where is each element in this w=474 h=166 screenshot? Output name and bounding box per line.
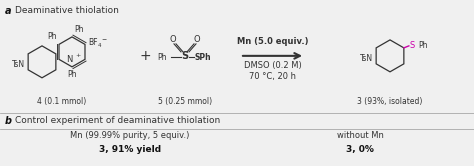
Text: Deaminative thiolation: Deaminative thiolation bbox=[15, 6, 119, 15]
Text: Ph: Ph bbox=[74, 25, 83, 34]
Text: O: O bbox=[194, 35, 201, 44]
Text: Mn (5.0 equiv.): Mn (5.0 equiv.) bbox=[237, 37, 308, 46]
Text: BF: BF bbox=[88, 38, 98, 47]
Text: 70 °C, 20 h: 70 °C, 20 h bbox=[249, 72, 296, 81]
Text: TsN: TsN bbox=[360, 54, 373, 63]
Text: 3, 0%: 3, 0% bbox=[346, 145, 374, 154]
Text: +: + bbox=[75, 53, 80, 58]
Text: Ph: Ph bbox=[157, 53, 167, 62]
Text: −: − bbox=[101, 36, 106, 41]
Text: S: S bbox=[410, 41, 415, 50]
Text: without Mn: without Mn bbox=[337, 131, 383, 140]
Text: Control experiment of deaminative thiolation: Control experiment of deaminative thiola… bbox=[15, 116, 220, 125]
Text: 4 (0.1 mmol): 4 (0.1 mmol) bbox=[37, 97, 87, 106]
Text: DMSO (0.2 M): DMSO (0.2 M) bbox=[244, 61, 301, 70]
Text: Ph: Ph bbox=[47, 32, 57, 41]
Text: Ph: Ph bbox=[418, 41, 428, 50]
Text: N: N bbox=[66, 55, 72, 64]
Text: Mn (99.99% purity, 5 equiv.): Mn (99.99% purity, 5 equiv.) bbox=[70, 131, 190, 140]
Text: 5 (0.25 mmol): 5 (0.25 mmol) bbox=[158, 97, 212, 106]
Text: 4: 4 bbox=[98, 43, 101, 48]
Text: Ph: Ph bbox=[67, 70, 77, 79]
Text: SPh: SPh bbox=[195, 53, 211, 62]
Text: b: b bbox=[5, 116, 12, 126]
Text: TsN: TsN bbox=[12, 60, 25, 69]
Text: 3, 91% yield: 3, 91% yield bbox=[99, 145, 161, 154]
Text: a: a bbox=[5, 6, 12, 16]
Text: +: + bbox=[139, 49, 151, 63]
Text: O: O bbox=[170, 35, 176, 44]
Text: S: S bbox=[182, 51, 189, 61]
Text: 3 (93%, isolated): 3 (93%, isolated) bbox=[357, 97, 423, 106]
